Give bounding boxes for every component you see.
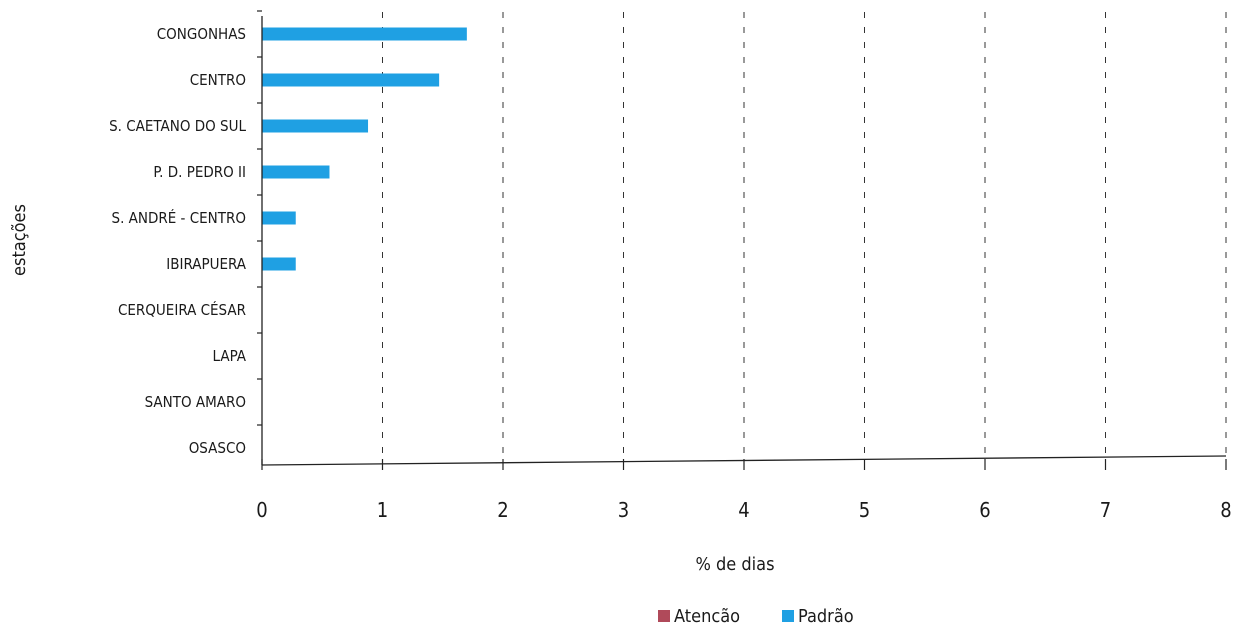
category-label: S. ANDRÉ - CENTRO bbox=[112, 208, 246, 227]
x-tick-label: 4 bbox=[738, 498, 749, 522]
y-axis-title: estações bbox=[9, 204, 30, 276]
x-axis-title: % de dias bbox=[695, 554, 774, 575]
x-tick-label: 8 bbox=[1220, 498, 1231, 522]
x-axis-line bbox=[261, 455, 1227, 466]
category-labels: CONGONHAS CENTRO S. CAETANO DO SUL P. D. PE… bbox=[109, 25, 247, 457]
bar bbox=[262, 211, 296, 225]
category-label: CONGONHAS bbox=[157, 25, 246, 43]
x-tick-label: 5 bbox=[859, 498, 870, 522]
category-label: S. CAETANO DO SUL bbox=[109, 117, 246, 135]
category-label: SANTO AMARO bbox=[145, 393, 246, 411]
bar bbox=[262, 257, 296, 271]
category-label: IBIRAPUERA bbox=[166, 255, 247, 273]
category-label: OSASCO bbox=[189, 439, 246, 457]
bar bbox=[262, 27, 467, 41]
x-tick-label: 0 bbox=[256, 498, 267, 522]
x-tick-labels: 0 1 2 3 4 5 6 7 8 bbox=[256, 498, 1231, 522]
grid-lines bbox=[382, 12, 1227, 465]
x-tick-label: 1 bbox=[377, 498, 388, 522]
category-label: CERQUEIRA CÉSAR bbox=[118, 300, 246, 319]
bar bbox=[262, 165, 330, 179]
bar bbox=[262, 119, 369, 133]
category-label: CENTRO bbox=[190, 71, 246, 89]
x-tick-label: 7 bbox=[1100, 498, 1111, 522]
axes bbox=[257, 10, 1227, 470]
x-tick-label: 6 bbox=[979, 498, 990, 522]
category-label: LAPA bbox=[213, 347, 247, 365]
bars bbox=[262, 27, 467, 271]
legend: Atencão Padrão bbox=[658, 606, 854, 627]
legend-swatch-padrao bbox=[782, 610, 794, 622]
legend-label-padrao: Padrão bbox=[798, 606, 854, 627]
bar bbox=[262, 73, 440, 87]
x-tick-label: 3 bbox=[618, 498, 629, 522]
legend-swatch-atencao bbox=[658, 610, 670, 622]
x-tick-label: 2 bbox=[497, 498, 508, 522]
legend-label-atencao: Atencão bbox=[674, 606, 740, 627]
category-label: P. D. PEDRO II bbox=[153, 163, 246, 181]
